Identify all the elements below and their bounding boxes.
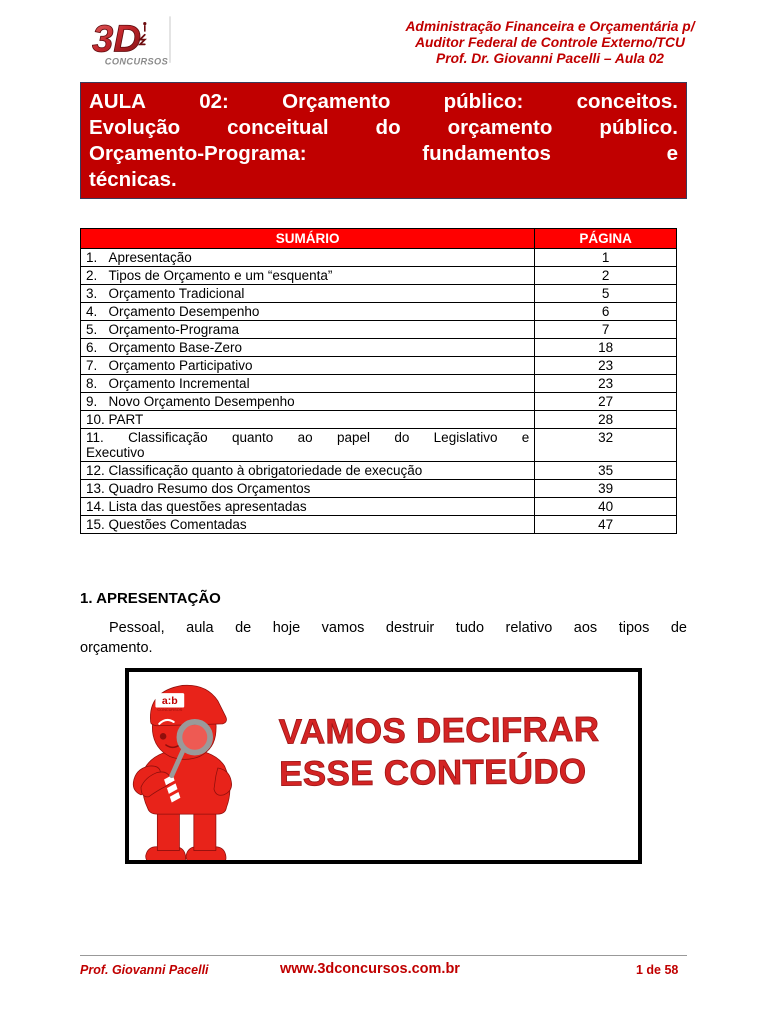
svg-text:3D: 3D: [92, 18, 141, 61]
svg-text:CONCURSOS: CONCURSOS: [157, 708, 182, 712]
svg-text:CONCURSOS: CONCURSOS: [105, 56, 169, 66]
svg-text:a:b: a:b: [162, 695, 178, 707]
